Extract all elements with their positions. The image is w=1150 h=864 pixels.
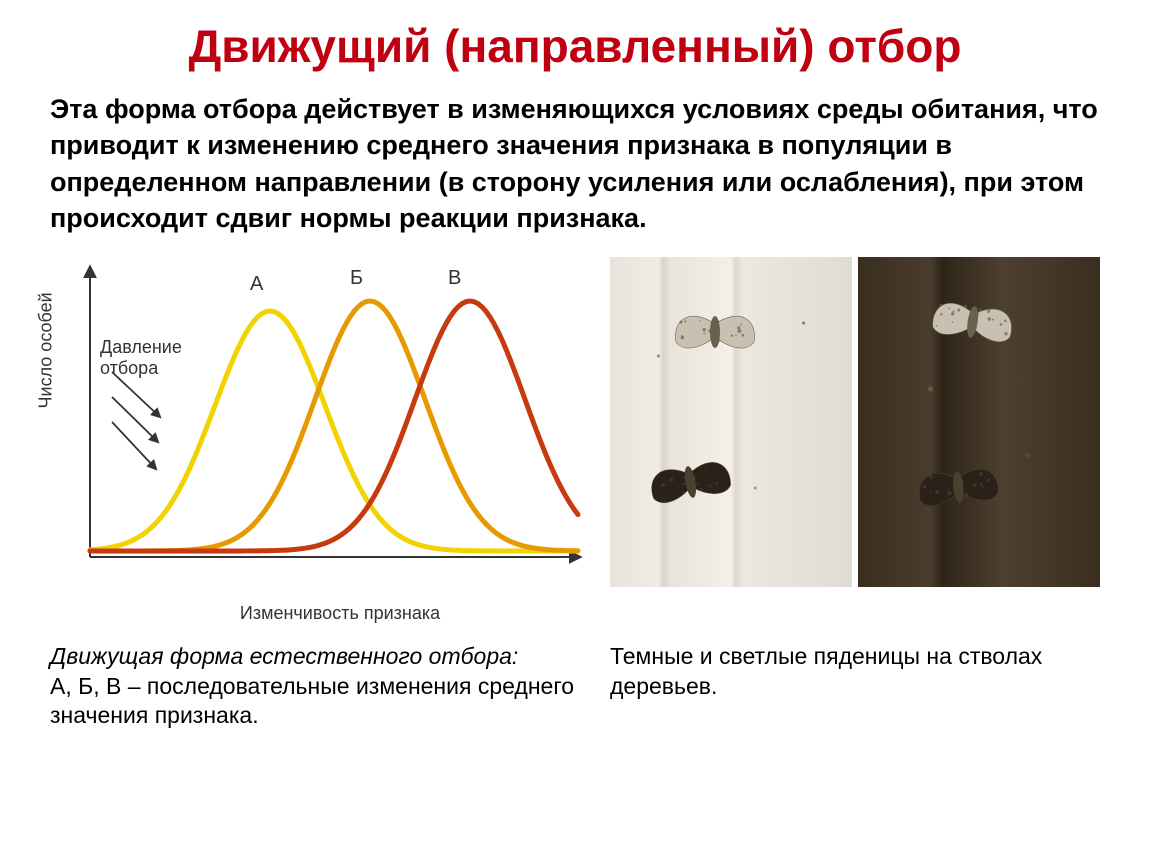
light-moth-icon <box>670 302 760 357</box>
photo-caption: Темные и светлые пяденицы на стволах дер… <box>610 642 1100 732</box>
curve-label: Б <box>350 267 363 290</box>
content-row: Давлениеотбора Число особей АБВ Изменчив… <box>40 257 1110 624</box>
dark-bark-photo <box>858 257 1100 587</box>
dark-moth-icon <box>910 452 1005 516</box>
chart-caption: Движущая форма естественного отбора: А, … <box>50 642 590 732</box>
curve-label: В <box>448 267 461 290</box>
chart-caption-title: Движущая форма естественного отбора: <box>50 643 518 669</box>
curve-label: А <box>250 273 263 296</box>
chart-svg <box>50 257 590 577</box>
directional-selection-chart: Давлениеотбора Число особей АБВ <box>50 257 590 597</box>
caption-row: Движущая форма естественного отбора: А, … <box>40 624 1110 732</box>
light-moth-icon <box>925 286 1022 353</box>
chart-caption-body: А, Б, В – последовательные изменения сре… <box>50 673 574 729</box>
page-title: Движущий (направленный) отбор <box>40 20 1110 73</box>
y-axis-label: Число особей <box>36 292 57 408</box>
x-axis-label: Изменчивость признака <box>90 603 590 624</box>
description-text: Эта форма отбора действует в изменяющихс… <box>40 91 1110 237</box>
pressure-label: Давлениеотбора <box>100 337 182 380</box>
birch-bark-photo <box>610 257 852 587</box>
chart-column: Давлениеотбора Число особей АБВ Изменчив… <box>50 257 590 624</box>
photo-column <box>610 257 1100 624</box>
dark-moth-icon <box>641 444 739 514</box>
